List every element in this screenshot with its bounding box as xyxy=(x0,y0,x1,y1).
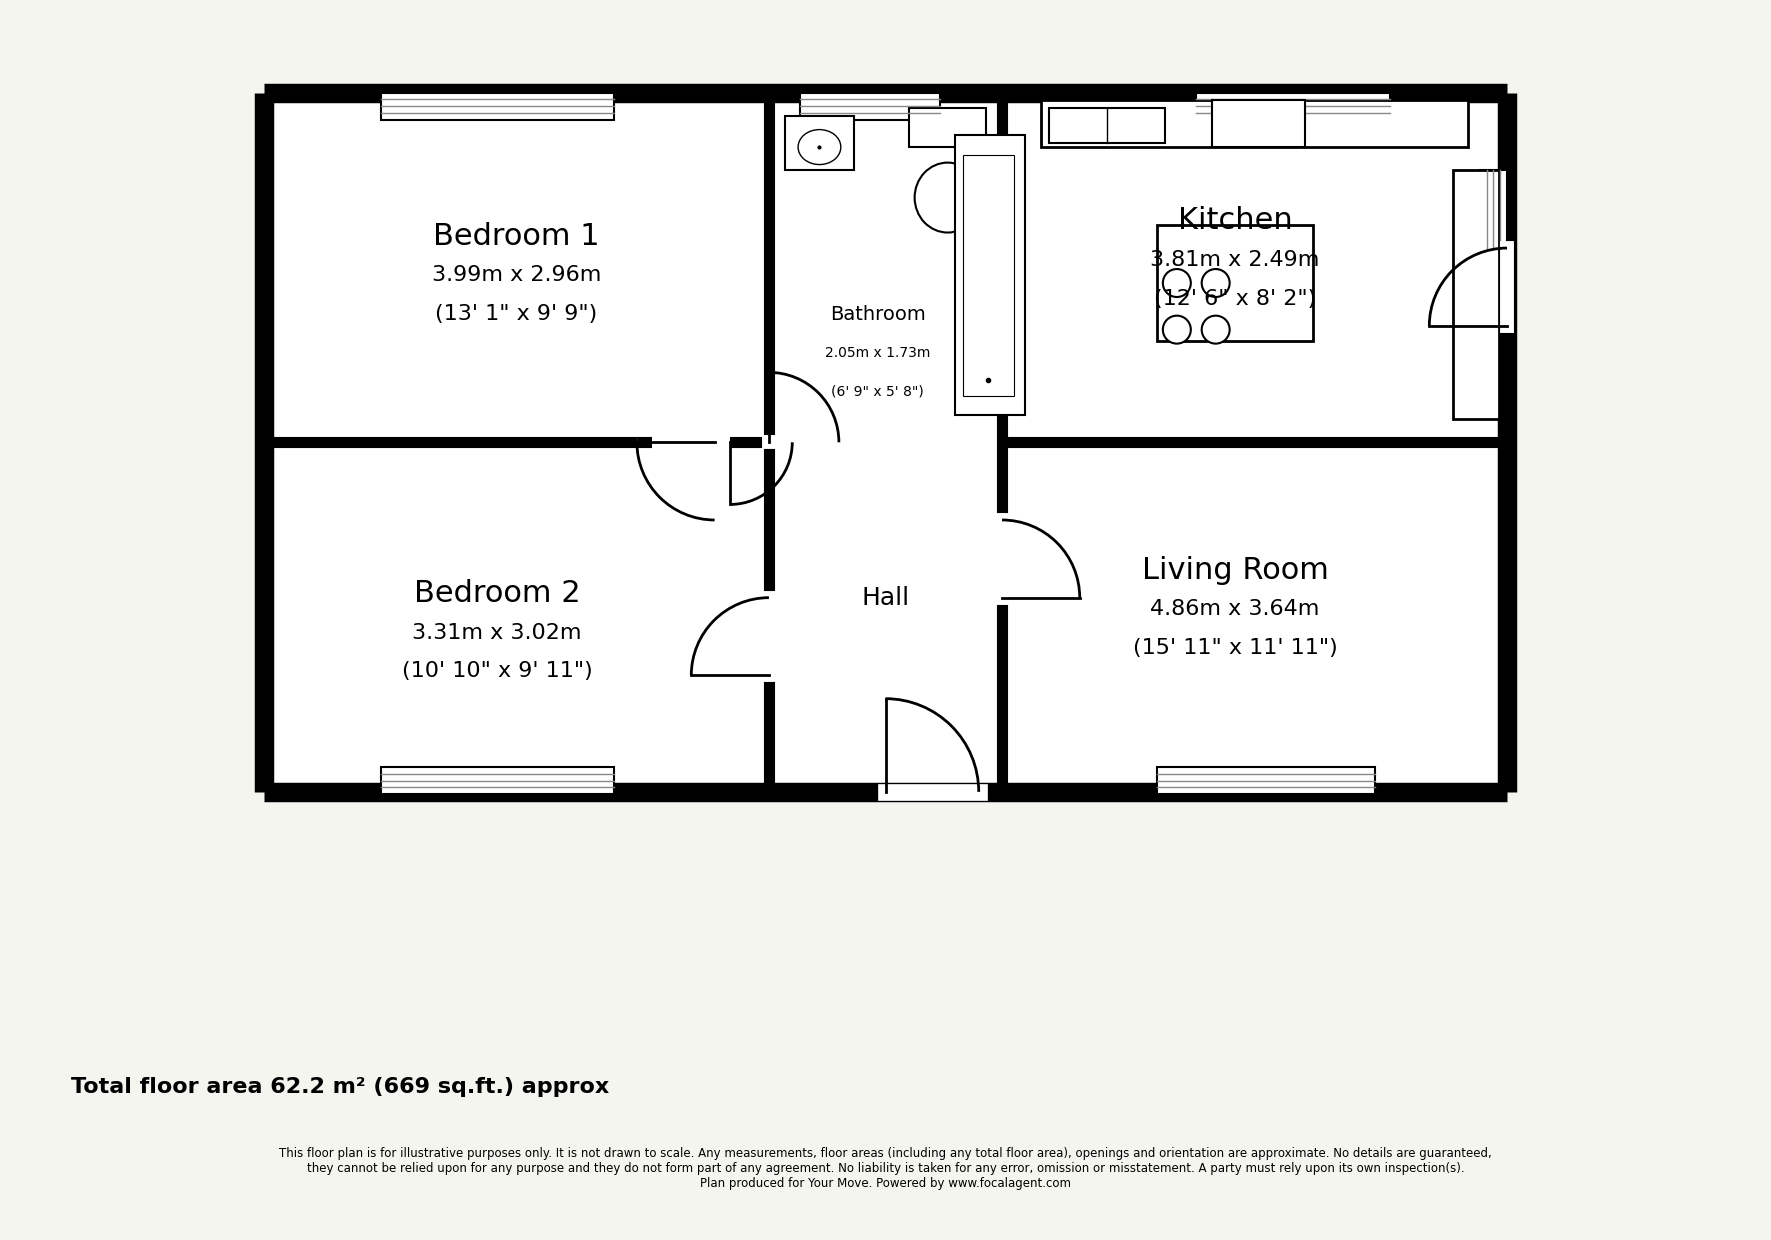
Bar xyxy=(909,108,986,148)
Bar xyxy=(800,93,940,120)
Circle shape xyxy=(1164,316,1190,343)
Text: 4.86m x 3.64m: 4.86m x 3.64m xyxy=(1151,599,1319,619)
Bar xyxy=(381,768,613,794)
Bar xyxy=(1158,224,1312,341)
Text: (13' 1" x 9' 9"): (13' 1" x 9' 9") xyxy=(436,304,597,324)
Text: 3.31m x 3.02m: 3.31m x 3.02m xyxy=(413,622,583,642)
Text: Bathroom: Bathroom xyxy=(831,305,926,324)
Text: 3.81m x 2.49m: 3.81m x 2.49m xyxy=(1151,249,1319,270)
Bar xyxy=(785,117,854,170)
Bar xyxy=(963,155,1013,396)
Circle shape xyxy=(1164,269,1190,298)
Ellipse shape xyxy=(914,162,981,233)
Bar xyxy=(1041,100,1468,148)
Bar xyxy=(381,93,613,120)
Text: (15' 11" x 11' 11"): (15' 11" x 11' 11") xyxy=(1133,639,1337,658)
Text: Hall: Hall xyxy=(861,585,910,610)
Text: (12' 6" x 8' 2"): (12' 6" x 8' 2") xyxy=(1155,289,1316,309)
Text: (6' 9" x 5' 8"): (6' 9" x 5' 8") xyxy=(831,384,924,399)
Circle shape xyxy=(1203,269,1229,298)
Circle shape xyxy=(1203,316,1229,343)
Bar xyxy=(1158,768,1374,794)
Text: Living Room: Living Room xyxy=(1142,556,1328,585)
Polygon shape xyxy=(264,93,1507,792)
Bar xyxy=(1048,108,1165,143)
Bar xyxy=(1481,170,1507,248)
Ellipse shape xyxy=(799,130,841,165)
Text: This floor plan is for illustrative purposes only. It is not drawn to scale. Any: This floor plan is for illustrative purp… xyxy=(280,1147,1491,1190)
Text: Bedroom 2: Bedroom 2 xyxy=(414,579,581,609)
Text: Total floor area 62.2 m² (669 sq.ft.) approx: Total floor area 62.2 m² (669 sq.ft.) ap… xyxy=(71,1078,609,1097)
Text: (10' 10" x 9' 11"): (10' 10" x 9' 11") xyxy=(402,661,593,682)
Text: Bedroom 1: Bedroom 1 xyxy=(434,222,600,250)
Bar xyxy=(1452,170,1500,419)
Bar xyxy=(1211,100,1305,148)
Bar xyxy=(1195,93,1390,120)
Text: 3.99m x 2.96m: 3.99m x 2.96m xyxy=(432,265,600,285)
Text: Kitchen: Kitchen xyxy=(1178,206,1293,236)
Text: 2.05m x 1.73m: 2.05m x 1.73m xyxy=(825,346,930,360)
Bar xyxy=(955,135,1025,415)
